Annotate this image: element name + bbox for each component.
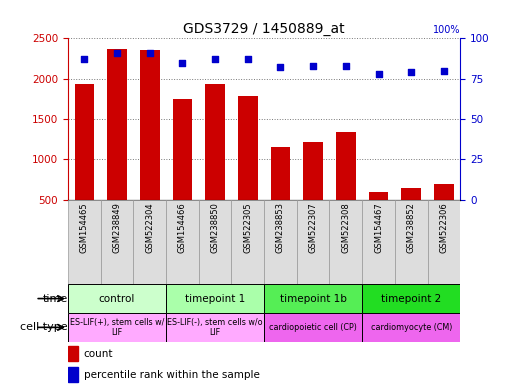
Text: cardiopoietic cell (CP): cardiopoietic cell (CP)	[269, 323, 357, 332]
Bar	[271, 147, 290, 240]
FancyBboxPatch shape	[329, 200, 362, 284]
FancyBboxPatch shape	[166, 313, 264, 342]
Text: 100%: 100%	[433, 25, 460, 35]
Bar	[206, 84, 225, 240]
FancyBboxPatch shape	[166, 200, 199, 284]
FancyBboxPatch shape	[297, 200, 329, 284]
Point	[276, 65, 285, 71]
Point	[342, 63, 350, 69]
Bar	[303, 142, 323, 240]
FancyBboxPatch shape	[395, 200, 428, 284]
Bar	[107, 49, 127, 240]
Text: percentile rank within the sample: percentile rank within the sample	[84, 370, 259, 380]
Bar	[140, 50, 160, 240]
Bar	[68, 367, 78, 382]
Text: GSM522305: GSM522305	[243, 202, 252, 253]
Bar	[402, 188, 421, 240]
FancyBboxPatch shape	[362, 200, 395, 284]
FancyBboxPatch shape	[428, 200, 460, 284]
Bar	[173, 99, 192, 240]
FancyBboxPatch shape	[68, 284, 166, 313]
Title: GDS3729 / 1450889_at: GDS3729 / 1450889_at	[183, 22, 345, 36]
Bar	[336, 132, 356, 240]
Text: GSM522307: GSM522307	[309, 202, 317, 253]
Text: GSM522304: GSM522304	[145, 202, 154, 253]
FancyBboxPatch shape	[68, 313, 166, 342]
FancyBboxPatch shape	[231, 200, 264, 284]
FancyBboxPatch shape	[362, 313, 460, 342]
Bar	[74, 84, 94, 240]
Point	[145, 50, 154, 56]
FancyBboxPatch shape	[133, 200, 166, 284]
Text: ES-LIF(+), stem cells w/
LIF: ES-LIF(+), stem cells w/ LIF	[70, 318, 164, 337]
Point	[407, 69, 415, 75]
Bar	[68, 346, 78, 361]
Text: GSM238852: GSM238852	[407, 202, 416, 253]
Text: GSM154466: GSM154466	[178, 202, 187, 253]
Point	[211, 56, 219, 63]
Text: time: time	[43, 293, 68, 304]
Text: cell type: cell type	[20, 322, 68, 333]
FancyBboxPatch shape	[199, 200, 231, 284]
FancyBboxPatch shape	[264, 200, 297, 284]
Point	[113, 50, 121, 56]
Text: GSM238849: GSM238849	[112, 202, 121, 253]
FancyBboxPatch shape	[68, 200, 100, 284]
Bar	[369, 192, 388, 240]
Text: GSM522306: GSM522306	[439, 202, 448, 253]
Text: GSM238850: GSM238850	[211, 202, 220, 253]
FancyBboxPatch shape	[100, 200, 133, 284]
Text: timepoint 1b: timepoint 1b	[280, 293, 347, 304]
Text: cardiomyocyte (CM): cardiomyocyte (CM)	[370, 323, 452, 332]
Text: ES-LIF(-), stem cells w/o
LIF: ES-LIF(-), stem cells w/o LIF	[167, 318, 263, 337]
Point	[178, 60, 187, 66]
Text: control: control	[99, 293, 135, 304]
Text: count: count	[84, 349, 113, 359]
Point	[80, 56, 88, 63]
Text: timepoint 1: timepoint 1	[185, 293, 245, 304]
FancyBboxPatch shape	[362, 284, 460, 313]
Text: GSM522308: GSM522308	[342, 202, 350, 253]
Bar	[434, 184, 453, 240]
FancyBboxPatch shape	[166, 284, 264, 313]
Point	[374, 71, 383, 77]
Text: GSM238853: GSM238853	[276, 202, 285, 253]
Text: timepoint 2: timepoint 2	[381, 293, 441, 304]
Point	[440, 68, 448, 74]
Point	[309, 63, 317, 69]
FancyBboxPatch shape	[264, 284, 362, 313]
Text: GSM154467: GSM154467	[374, 202, 383, 253]
Bar	[238, 96, 257, 240]
FancyBboxPatch shape	[264, 313, 362, 342]
Text: GSM154465: GSM154465	[80, 202, 89, 253]
Point	[244, 56, 252, 63]
